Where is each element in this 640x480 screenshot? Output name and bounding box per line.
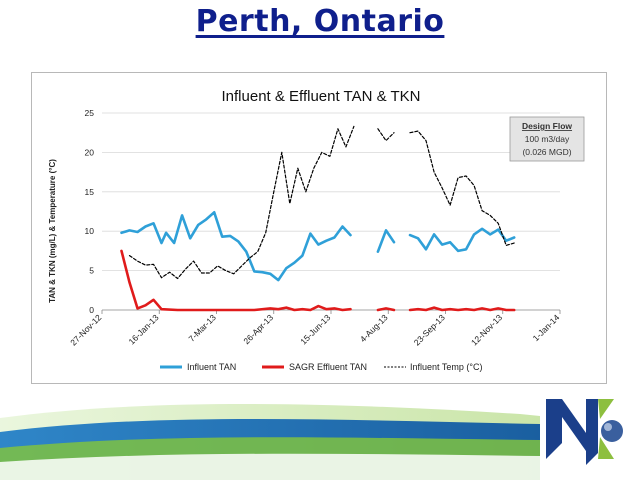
y-tick-label: 10 [85,226,95,236]
x-axis: 27-Nov-12 16-Jan-13 7-Mar-13 26-Apr-13 15-Ju… [68,310,562,347]
series-line-influent-temp-c [128,125,355,280]
chart-title: Influent & Effluent TAN & TKN [222,88,421,105]
x-tick-label: 12-Nov-13 [469,312,504,347]
x-tick-label: 16-Jan-13 [127,312,161,346]
x-tick-label: 23-Sep-13 [412,312,447,347]
grid [102,112,560,311]
legend-item-influent-tan: Influent TAN [160,362,236,372]
y-tick-label: 5 [89,266,94,276]
logo-k-upper [598,399,614,419]
legend: Influent TAN SAGR Effluent TAN Influent … [160,362,482,372]
chart-frame: Influent & Effluent TAN & TKN 0 5 10 15 20 25… [31,72,607,384]
logo-k-lower [598,437,614,459]
series-line-influent-temp-c [409,130,515,246]
series-line-influent-temp-c [377,128,395,142]
series-line-sagr-effluent-tan [376,307,396,312]
design-flow-annotation: Design Flow 100 m3/day (0.026 MGD) [509,116,585,162]
series-line-influent-tan [408,227,516,253]
legend-item-influent-temp: Influent Temp (°C) [384,362,482,372]
chart-svg: Influent & Effluent TAN & TKN 0 5 10 15 20 25… [48,88,585,372]
legend-label-influent-temp: Influent Temp (°C) [410,362,482,372]
series-influent-tan [120,211,516,282]
series-sagr-effluent-tan [120,249,516,312]
y-axis-label: TAN & TKN (mg/L) & Temperature (°C) [48,159,57,303]
y-axis: 0 5 10 15 20 25 [85,108,95,315]
logo-n-left [546,399,562,459]
x-tick-label: 4-Aug-13 [358,312,390,344]
logo-sphere [601,420,623,442]
x-tick-label: 27-Nov-12 [68,312,103,347]
series-influent-temp-c [128,125,515,280]
legend-label-sagr-effluent-tan: SAGR Effluent TAN [289,362,367,372]
series-line-influent-tan [376,229,396,253]
series-line-influent-tan [120,211,352,282]
series-line-sagr-effluent-tan [408,306,516,312]
legend-item-sagr-effluent-tan: SAGR Effluent TAN [262,362,367,372]
series-lines [120,125,516,312]
y-tick-label: 0 [89,305,94,315]
x-tick-label: 26-Apr-13 [241,312,275,346]
footer-white-band [0,453,540,480]
x-tick-label: 1-Jan-14 [531,312,562,343]
logo-n-right [586,399,598,465]
y-tick-label: 25 [85,108,95,118]
y-tick-label: 20 [85,147,95,157]
company-logo [546,399,623,465]
series-line-sagr-effluent-tan [120,249,352,312]
annotation-line-1: Design Flow [522,121,572,131]
annotation-line-3: (0.026 MGD) [522,147,571,157]
slide-title: Perth, Ontario [195,4,445,39]
footer-swoosh [0,404,540,480]
logo-sphere-highlight [604,423,612,431]
legend-label-influent-tan: Influent TAN [187,362,236,372]
x-tick-label: 15-Jun-13 [298,312,332,346]
x-tick-label: 7-Mar-13 [186,312,218,344]
annotation-line-2: 100 m3/day [525,134,570,144]
y-tick-label: 15 [85,187,95,197]
logo-n-diagonal [562,399,586,451]
